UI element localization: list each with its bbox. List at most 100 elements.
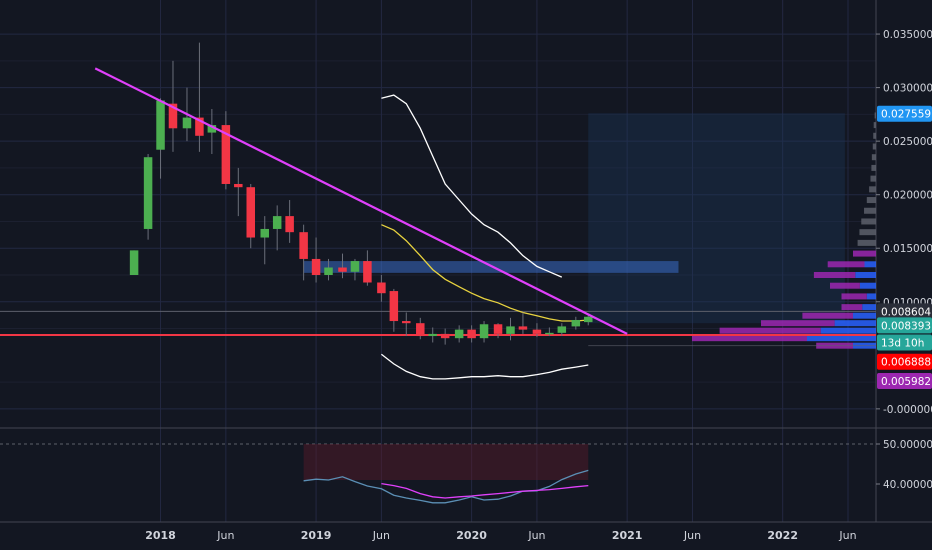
volume-profile-bar	[857, 239, 876, 246]
volume-profile-bar	[692, 335, 807, 342]
time-tick-label: 2022	[767, 529, 798, 542]
candle-up	[557, 326, 567, 333]
indicator-axis: 50.000000 40.000000	[876, 439, 932, 491]
price-tick-label: 0.030000	[883, 83, 932, 95]
volume-profile-bar	[869, 186, 876, 193]
price-axis: 0.035000 0.030000 0.025000 0.020000 0.015000…	[876, 29, 932, 416]
candle-down	[221, 125, 231, 184]
volume-profile-bar	[872, 143, 876, 150]
upper-band-line	[381, 94, 563, 278]
volume-profile-bar	[866, 197, 876, 204]
moving-average-line	[381, 224, 589, 322]
volume-profile-bar-up	[855, 272, 876, 279]
candle-down	[402, 321, 411, 324]
price-badge-label: 0.005982	[881, 376, 931, 388]
volume-profile-bar	[841, 293, 867, 300]
volume-profile-bar-up	[853, 312, 876, 319]
time-tick-label: Jun	[683, 529, 701, 542]
price-badges: 0.027559 0.008604 0.008393 13d 10h 0.006888 0…	[877, 105, 932, 390]
candle-down	[416, 323, 425, 337]
volume-profile-bar-up	[834, 320, 876, 327]
volume-profile-bar	[853, 250, 876, 257]
volume-profile-bar	[761, 320, 835, 327]
candle-down	[234, 183, 243, 188]
candle-up	[143, 157, 153, 229]
candle-up	[506, 326, 515, 334]
volume-profile-bar	[873, 122, 876, 129]
volume-profile-bar	[719, 327, 821, 334]
candle-up	[545, 332, 554, 335]
price-badge	[877, 105, 932, 122]
price-badge	[877, 317, 932, 334]
price-badge	[877, 373, 932, 390]
lower-band-line	[380, 353, 589, 380]
candle-down	[389, 291, 399, 322]
time-tick-label: 2021	[612, 529, 643, 542]
time-tick-label: 2020	[456, 529, 487, 542]
projection-zone	[588, 113, 845, 324]
volume-profile-bar	[871, 154, 876, 161]
volume-profile-bar	[859, 229, 876, 236]
candle-up	[156, 100, 165, 150]
candle-up	[350, 261, 360, 272]
candle-down	[195, 117, 204, 136]
candle-up	[428, 333, 437, 337]
indicator-shaded-zone	[303, 444, 589, 480]
volume-profile-bar	[874, 112, 876, 119]
candle-down	[285, 216, 294, 233]
volume-profile-bar-up	[862, 304, 876, 311]
volume-profile-bar-up	[807, 335, 876, 342]
time-tick-label: 2019	[301, 529, 332, 542]
time-tick-label: Jun	[216, 529, 234, 542]
candle-down	[363, 261, 372, 283]
volume-profile-bar-up	[864, 261, 876, 268]
volume-profile-bar-up	[859, 282, 876, 289]
price-badge	[877, 353, 932, 370]
volume-profile-bar	[870, 175, 876, 182]
time-tick-label: Jun	[838, 529, 856, 542]
candle-up	[479, 324, 489, 339]
price-badge-label: 13d 10h	[881, 337, 924, 349]
price-tick-label: 0.035000	[883, 29, 932, 41]
price-tick-label: 0.025000	[883, 136, 932, 148]
volume-profile-bar	[841, 304, 863, 311]
candles	[129, 42, 593, 345]
price-tick-label: 0.020000	[883, 190, 932, 202]
volume-profile-bar	[813, 272, 856, 279]
candle-up	[260, 228, 269, 238]
indicator-signal-line	[381, 482, 589, 499]
candle-down	[311, 258, 321, 276]
price-tick-label: -0.000000	[883, 404, 932, 416]
volume-profile-bar	[873, 132, 876, 139]
candle-down	[493, 324, 503, 334]
candle-down	[440, 333, 450, 339]
indicator-tick-label: 50.000000	[883, 439, 932, 451]
candle-down	[299, 232, 308, 259]
indicator-tick-label: 40.000000	[883, 479, 932, 491]
price-badge	[877, 303, 932, 320]
grid-lines	[0, 0, 876, 522]
volume-profile-bar-up	[866, 293, 876, 300]
price-badge-label: 0.008604	[881, 306, 931, 318]
candle-up	[207, 125, 217, 133]
candle-up	[129, 250, 139, 276]
candle-up	[584, 316, 593, 323]
volume-profile-bar	[802, 312, 853, 319]
volume-profile-bar	[827, 261, 865, 268]
volume-profile-bar	[871, 164, 876, 171]
candle-up	[454, 329, 464, 339]
price-badge-label: 0.027559	[881, 109, 931, 121]
time-tick-label: 2018	[145, 529, 176, 542]
candle-down	[532, 329, 542, 334]
candle-down	[168, 103, 178, 129]
price-tick-label: 0.015000	[883, 243, 932, 255]
time-tick-label: Jun	[527, 529, 545, 542]
time-axis: 2018 Jun 2019 Jun 2020 Jun 2021 Jun 2022 Jun	[145, 529, 856, 542]
candle-up	[272, 216, 282, 229]
candle-down	[518, 326, 528, 330]
candle-down	[467, 329, 476, 339]
price-badge-label: 0.008393	[881, 320, 931, 332]
price-badge	[877, 334, 932, 351]
